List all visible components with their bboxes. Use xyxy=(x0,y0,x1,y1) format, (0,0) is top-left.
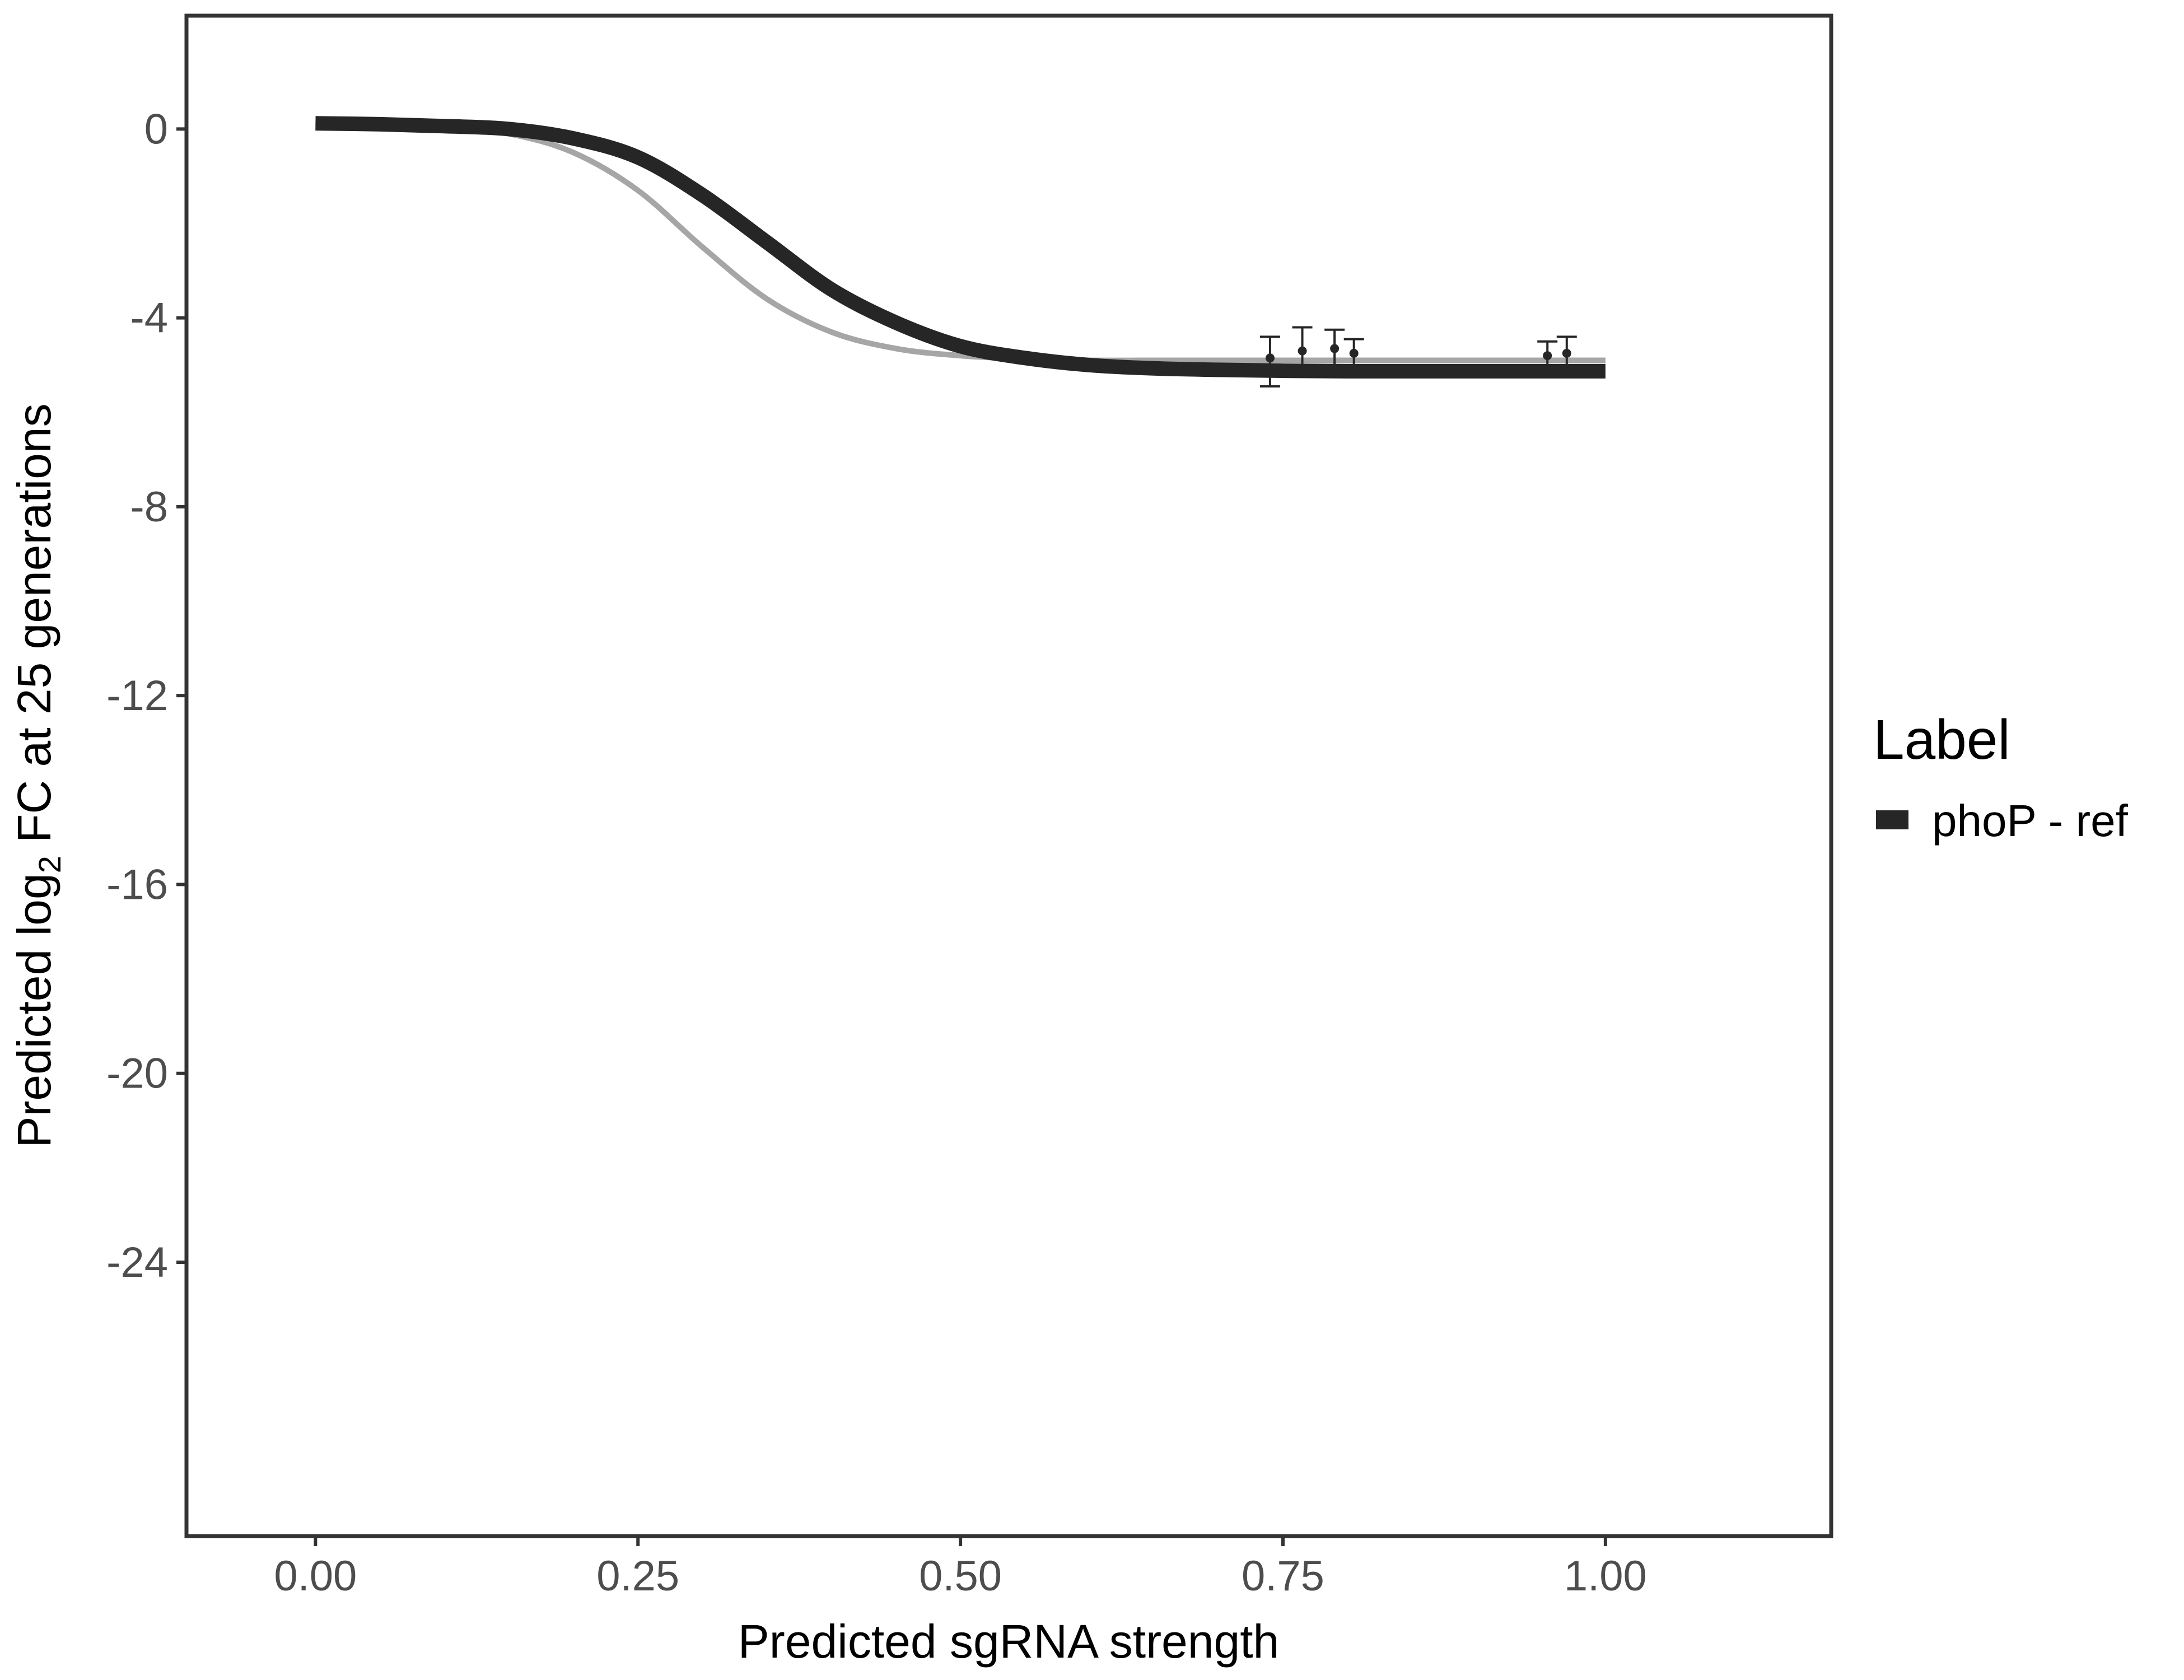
series-line-phoP-ref xyxy=(315,116,1606,379)
reference-curve xyxy=(315,120,1606,363)
reference-curve-layer xyxy=(315,120,1606,363)
legend: Label phoP - ref xyxy=(1873,708,2129,846)
legend-label-phoP-ref: phoP - ref xyxy=(1932,796,2129,846)
data-point-2 xyxy=(1324,328,1345,366)
data-point-marker xyxy=(1265,353,1275,363)
data-point-marker xyxy=(1298,346,1307,356)
x-tick-label: 0.50 xyxy=(919,1552,1002,1600)
y-axis: 0 -4 -8 -12 -16 -20 -24 xyxy=(106,105,186,1286)
data-point-3 xyxy=(1343,338,1364,371)
data-point-marker xyxy=(1562,348,1571,358)
y-tick-label: -4 xyxy=(130,295,168,342)
x-tick-label: 0.00 xyxy=(274,1552,357,1600)
y-tick-label: -16 xyxy=(106,861,168,908)
data-point-5 xyxy=(1556,335,1577,371)
x-tick-label: 0.75 xyxy=(1242,1552,1324,1600)
x-tick-label: 0.25 xyxy=(596,1552,679,1600)
x-axis: 0.00 0.25 0.50 0.75 1.00 xyxy=(274,1536,1647,1600)
y-tick-label: -8 xyxy=(130,483,168,531)
legend-title: Label xyxy=(1873,708,2010,771)
data-points-layer xyxy=(1259,326,1577,388)
data-point-marker xyxy=(1349,348,1359,358)
y-tick-label: -20 xyxy=(106,1050,168,1098)
x-tick-label: 1.00 xyxy=(1564,1552,1647,1600)
data-point-0 xyxy=(1259,335,1280,388)
legend-key-phoP-ref xyxy=(1876,810,1908,829)
data-point-1 xyxy=(1292,326,1313,371)
y-axis-title: Predicted log2 FC at 25 generations xyxy=(8,403,67,1147)
y-tick-label: -24 xyxy=(106,1239,168,1286)
y-axis-title-prefix: Predicted log xyxy=(8,873,60,1147)
y-tick-label: 0 xyxy=(144,105,168,153)
y-tick-label: -12 xyxy=(106,672,168,720)
data-point-4 xyxy=(1537,340,1558,371)
y-axis-title-subscript: 2 xyxy=(32,856,67,873)
data-point-marker xyxy=(1543,351,1552,361)
panel-border xyxy=(184,13,1833,1538)
x-axis-title: Predicted sgRNA strength xyxy=(738,1615,1280,1668)
y-axis-title-suffix: FC at 25 generations xyxy=(8,403,60,856)
main-curve-layer xyxy=(315,116,1606,379)
data-point-marker xyxy=(1330,344,1340,353)
